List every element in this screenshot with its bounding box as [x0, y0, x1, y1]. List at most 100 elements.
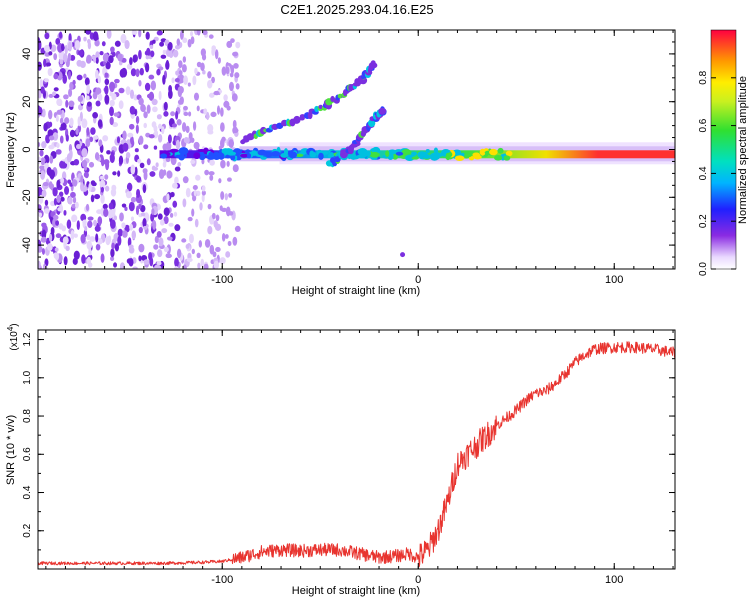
noise-dot: [174, 266, 179, 269]
noise-dot: [193, 92, 200, 101]
noise-dot: [213, 260, 220, 269]
noise-dot: [97, 75, 101, 84]
noise-dot: [73, 158, 80, 166]
spectrogram-panel: -100 0 100 -40 -20 0 20 40 Height of straight …: [5, 29, 676, 297]
upper-branch: [240, 60, 378, 145]
noise-dot: [86, 101, 92, 107]
y-tick-label: 40: [21, 48, 33, 60]
noise-dot: [149, 171, 156, 177]
noise-dot: [104, 72, 109, 78]
noise-dot: [125, 152, 131, 159]
snr-x-ticks: -100 0 100: [45, 330, 674, 586]
noise-dot: [114, 78, 120, 84]
noise-dot: [209, 244, 215, 255]
noise-dot: [163, 246, 169, 253]
noise-dot: [162, 143, 168, 151]
noise-dot: [148, 134, 155, 139]
noise-dot: [63, 256, 68, 266]
noise-dot: [97, 93, 103, 102]
outlier-point: [400, 252, 406, 258]
noise-dot: [85, 95, 90, 101]
noise-dot: [88, 161, 95, 168]
noise-dot: [77, 116, 81, 127]
noise-dot: [73, 250, 80, 260]
noise-dot: [61, 225, 67, 232]
noise-dot: [196, 30, 201, 36]
noise-dot: [135, 68, 140, 78]
noise-dot: [137, 158, 142, 164]
x-tick-label: 0: [415, 274, 421, 286]
noise-dot: [157, 213, 163, 220]
noise-dot: [77, 95, 84, 102]
noise-dot: [86, 240, 93, 250]
noise-dot: [135, 175, 142, 183]
x-tick-label: 100: [605, 274, 623, 286]
noise-dot: [99, 179, 106, 189]
noise-dot: [151, 39, 156, 44]
noise-dot: [121, 203, 127, 208]
noise-dot: [160, 54, 167, 59]
noise-dot: [166, 193, 170, 202]
noise-dot: [45, 62, 52, 67]
noise-dot: [232, 119, 237, 129]
noise-dot: [40, 86, 45, 94]
noise-dot: [41, 222, 47, 228]
noise-dot: [182, 198, 187, 208]
noise-dot: [188, 132, 193, 140]
noise-dot: [113, 215, 118, 221]
noise-dot: [217, 57, 221, 64]
noise-dot: [138, 80, 142, 87]
noise-dot: [69, 129, 76, 138]
noise-dot: [53, 198, 58, 206]
noise-dot: [234, 72, 240, 79]
noise-dot: [110, 151, 115, 160]
noise-dot: [228, 139, 235, 148]
noise-dot: [97, 119, 103, 128]
noise-dot: [104, 94, 110, 105]
noise-dot: [155, 162, 159, 168]
ridge-blob: [369, 151, 380, 158]
ridge-blob: [489, 148, 498, 156]
y-tick-label: 0.6: [22, 447, 33, 461]
noise-dot: [211, 47, 216, 56]
noise-dot: [165, 59, 170, 70]
noise-dot: [132, 54, 137, 63]
noise-dot: [175, 110, 179, 120]
noise-dot: [48, 109, 53, 120]
noise-dot: [162, 74, 166, 85]
colorbar-gradient: [710, 29, 737, 270]
noise-dot: [118, 87, 125, 94]
noise-dot: [187, 216, 193, 222]
noise-dot: [126, 182, 133, 192]
noise-dot: [227, 240, 232, 247]
noise-dot: [171, 182, 178, 189]
noise-dot: [182, 264, 187, 269]
noise-dot: [154, 264, 161, 269]
noise-dot: [81, 118, 88, 129]
noise-dot: [232, 128, 239, 134]
noise-dot: [156, 230, 162, 238]
noise-dot: [72, 79, 76, 85]
noise-dot: [130, 68, 137, 77]
noise-dot: [59, 59, 64, 65]
noise-dot: [66, 219, 72, 230]
noise-dot: [124, 206, 128, 212]
noise-dot: [143, 225, 148, 230]
noise-dot: [174, 176, 179, 185]
noise-dot: [136, 188, 141, 198]
noise-dot: [213, 220, 218, 228]
noise-dot: [166, 236, 173, 241]
noise-dot: [81, 186, 88, 192]
noise-dot: [54, 252, 60, 261]
noise-dot: [168, 85, 173, 93]
noise-dot: [204, 239, 211, 248]
noise-dot: [83, 165, 88, 171]
noise-dot: [226, 177, 232, 182]
noise-dot: [134, 148, 139, 153]
noise-dot: [86, 256, 92, 265]
noise-dot: [139, 67, 144, 76]
noise-dot: [70, 191, 76, 199]
snr-panel: -100 0 100 0.2 0.4 0.6 0.8 1.0 1.2 Height of st…: [5, 323, 676, 597]
noise-dot: [118, 155, 124, 165]
noise-dot: [214, 49, 219, 60]
